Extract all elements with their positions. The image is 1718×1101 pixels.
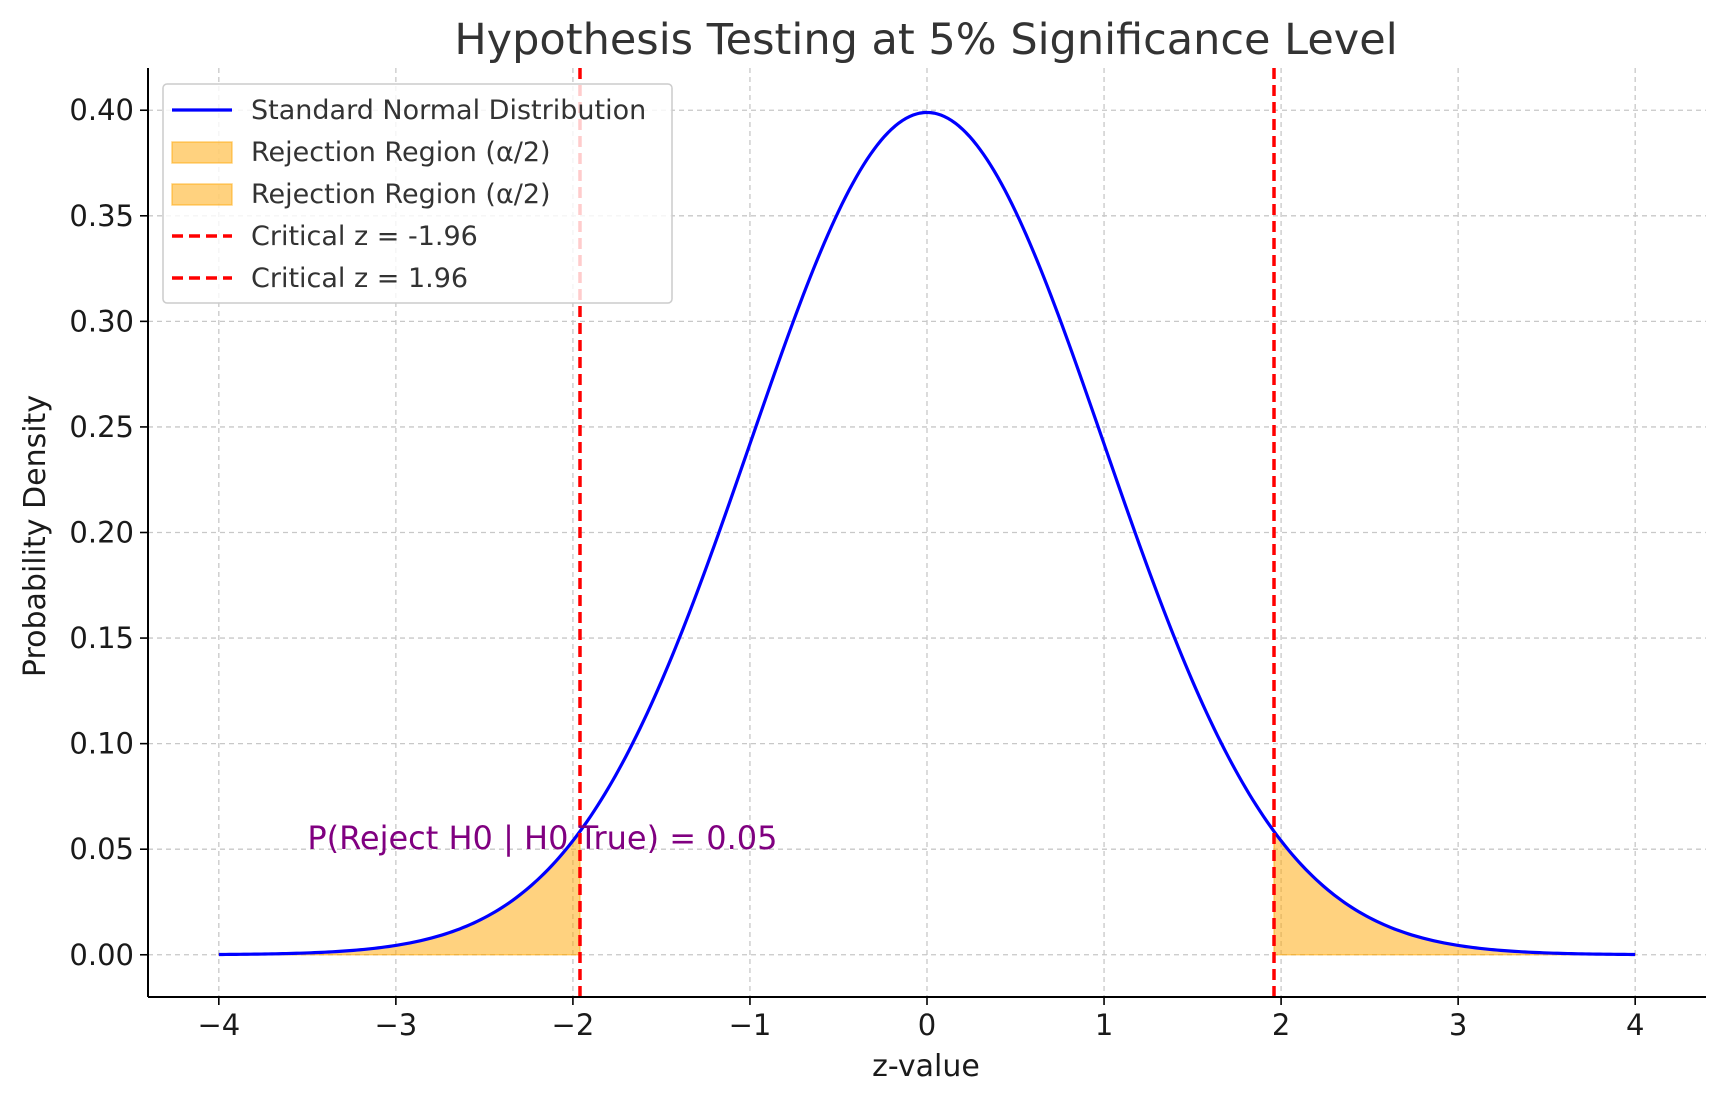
y-tick-label: 0.25 <box>69 410 134 444</box>
y-tick-label: 0.30 <box>69 304 134 338</box>
x-tick-label: 1 <box>1095 1008 1113 1042</box>
x-tick-label: −2 <box>552 1008 595 1042</box>
x-tick-labels: −4 −3 −2 −1 0 1 2 3 4 <box>197 997 1644 1042</box>
x-tick-label: −3 <box>374 1008 417 1042</box>
legend-label: Critical z = -1.96 <box>251 221 478 252</box>
legend-swatch-area <box>171 183 233 206</box>
y-tick-label: 0.05 <box>69 832 134 866</box>
legend-label: Rejection Region (α/2) <box>251 179 551 210</box>
x-tick-label: 3 <box>1449 1008 1467 1042</box>
legend: Standard Normal Distribution Rejection Re… <box>162 83 673 304</box>
y-tick-label: 0.10 <box>69 727 134 761</box>
x-tick-label: 0 <box>918 1008 936 1042</box>
annotations: P(Reject H0 | H0 True) = 0.05 <box>307 819 777 857</box>
y-tick-label: 0.00 <box>69 938 134 972</box>
normal-curve <box>218 110 1636 957</box>
x-tick-label: −4 <box>197 1008 240 1042</box>
x-tick-label: −1 <box>729 1008 772 1042</box>
chart-title: Hypothesis Testing at 5% Significance Le… <box>454 15 1397 65</box>
curve-layer <box>218 110 1636 957</box>
legend-label: Standard Normal Distribution <box>251 95 646 126</box>
x-tick-label: 2 <box>1272 1008 1290 1042</box>
rejection-region-right <box>1273 829 1636 956</box>
legend-box <box>162 83 673 304</box>
y-axis-title: Probability Density <box>18 395 53 677</box>
y-tick-label: 0.15 <box>69 621 134 655</box>
x-tick-label: 4 <box>1626 1008 1644 1042</box>
y-tick-label: 0.35 <box>69 199 134 233</box>
annotation-text: P(Reject H0 | H0 True) = 0.05 <box>307 819 777 857</box>
y-tick-label: 0.20 <box>69 516 134 550</box>
legend-label: Critical z = 1.96 <box>251 263 468 294</box>
legend-swatch-area <box>171 141 233 164</box>
plot-area: P(Reject H0 | H0 True) = 0.05 <box>148 68 1706 997</box>
x-axis-title: z-value <box>872 1049 980 1084</box>
legend-label: Rejection Region (α/2) <box>251 137 551 168</box>
y-tick-labels: 0.00 0.05 0.10 0.15 0.20 0.25 0.30 0.35 0.40 <box>69 93 148 972</box>
y-tick-label: 0.40 <box>69 93 134 127</box>
